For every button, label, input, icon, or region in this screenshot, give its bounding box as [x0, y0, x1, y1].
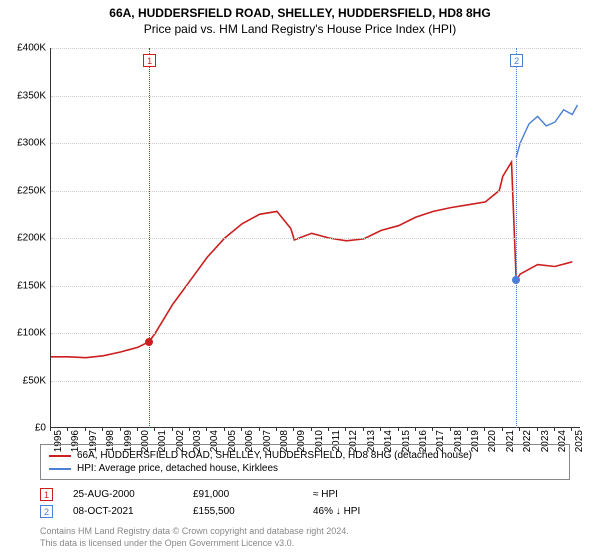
- x-tick: [519, 427, 520, 431]
- sale-number: 2: [40, 505, 53, 518]
- x-tick: [67, 427, 68, 431]
- gridline-h: [51, 333, 581, 334]
- title-address: 66A, HUDDERSFIELD ROAD, SHELLEY, HUDDERS…: [0, 6, 600, 20]
- sale-row: 2 08-OCT-2021 £155,500 46% ↓ HPI: [40, 503, 570, 520]
- legend-row-property: 66A, HUDDERSFIELD ROAD, SHELLEY, HUDDERS…: [49, 449, 561, 462]
- x-tick: [537, 427, 538, 431]
- gridline-h: [51, 381, 581, 382]
- chart-container: 66A, HUDDERSFIELD ROAD, SHELLEY, HUDDERS…: [0, 0, 600, 560]
- chart-area: 12 £0£50K£100K£150K£200K£250K£300K£350K£…: [50, 48, 580, 428]
- legend-row-hpi: HPI: Average price, detached house, Kirk…: [49, 462, 561, 475]
- x-tick: [276, 427, 277, 431]
- series-hpi: [516, 105, 577, 157]
- x-tick: [154, 427, 155, 431]
- sale-delta: 46% ↓ HPI: [313, 506, 413, 517]
- legend-label-hpi: HPI: Average price, detached house, Kirk…: [77, 463, 278, 474]
- x-tick: [415, 427, 416, 431]
- sale-number: 1: [40, 488, 53, 501]
- sale-date: 25-AUG-2000: [73, 489, 173, 500]
- gridline-h: [51, 96, 581, 97]
- sale-price: £155,500: [193, 506, 293, 517]
- y-axis-label: £350K: [17, 90, 46, 101]
- x-tick: [345, 427, 346, 431]
- legend: 66A, HUDDERSFIELD ROAD, SHELLEY, HUDDERS…: [40, 444, 570, 480]
- y-axis-label: £300K: [17, 138, 46, 149]
- plot-area: 12: [50, 48, 580, 428]
- sale-marker-dot: [145, 338, 153, 346]
- x-tick: [502, 427, 503, 431]
- x-tick: [102, 427, 103, 431]
- x-tick: [380, 427, 381, 431]
- sale-marker-box: 1: [143, 54, 156, 67]
- x-tick: [432, 427, 433, 431]
- x-tick: [363, 427, 364, 431]
- sale-delta: ≈ HPI: [313, 489, 413, 500]
- x-tick: [450, 427, 451, 431]
- sale-price: £91,000: [193, 489, 293, 500]
- x-tick: [50, 427, 51, 431]
- x-tick: [137, 427, 138, 431]
- x-tick: [259, 427, 260, 431]
- x-tick: [224, 427, 225, 431]
- gridline-h: [51, 143, 581, 144]
- x-tick: [311, 427, 312, 431]
- gridline-h: [51, 191, 581, 192]
- x-tick: [484, 427, 485, 431]
- title-block: 66A, HUDDERSFIELD ROAD, SHELLEY, HUDDERS…: [0, 0, 600, 36]
- license-line2: This data is licensed under the Open Gov…: [40, 538, 570, 550]
- sale-date: 08-OCT-2021: [73, 506, 173, 517]
- x-tick: [241, 427, 242, 431]
- x-tick: [554, 427, 555, 431]
- y-axis-label: £250K: [17, 185, 46, 196]
- x-tick: [328, 427, 329, 431]
- gridline-h: [51, 286, 581, 287]
- legend-label-property: 66A, HUDDERSFIELD ROAD, SHELLEY, HUDDERS…: [77, 450, 472, 461]
- sale-vline: [516, 48, 517, 428]
- x-tick: [398, 427, 399, 431]
- sale-vline: [149, 48, 150, 428]
- x-tick: [467, 427, 468, 431]
- legend-swatch-hpi: [49, 468, 71, 470]
- y-axis-label: £150K: [17, 280, 46, 291]
- x-axis-label: 2025: [574, 430, 585, 452]
- gridline-h: [51, 238, 581, 239]
- sale-row: 1 25-AUG-2000 £91,000 ≈ HPI: [40, 486, 570, 503]
- x-tick: [293, 427, 294, 431]
- legend-swatch-property: [49, 455, 71, 457]
- title-subtitle: Price paid vs. HM Land Registry's House …: [0, 22, 600, 36]
- license-line1: Contains HM Land Registry data © Crown c…: [40, 526, 570, 538]
- x-tick: [189, 427, 190, 431]
- x-tick: [206, 427, 207, 431]
- gridline-h: [51, 48, 581, 49]
- footer: 66A, HUDDERSFIELD ROAD, SHELLEY, HUDDERS…: [40, 444, 570, 549]
- y-axis-label: £0: [35, 423, 46, 434]
- license-text: Contains HM Land Registry data © Crown c…: [40, 526, 570, 549]
- x-tick: [120, 427, 121, 431]
- x-tick: [85, 427, 86, 431]
- x-tick: [172, 427, 173, 431]
- sale-marker-box: 2: [510, 54, 523, 67]
- y-axis-label: £400K: [17, 43, 46, 54]
- sale-marker-dot: [512, 276, 520, 284]
- y-axis-label: £200K: [17, 233, 46, 244]
- y-axis-label: £100K: [17, 328, 46, 339]
- sales-block: 1 25-AUG-2000 £91,000 ≈ HPI 2 08-OCT-2021 £155…: [40, 486, 570, 520]
- y-axis-label: £50K: [23, 375, 46, 386]
- x-tick: [571, 427, 572, 431]
